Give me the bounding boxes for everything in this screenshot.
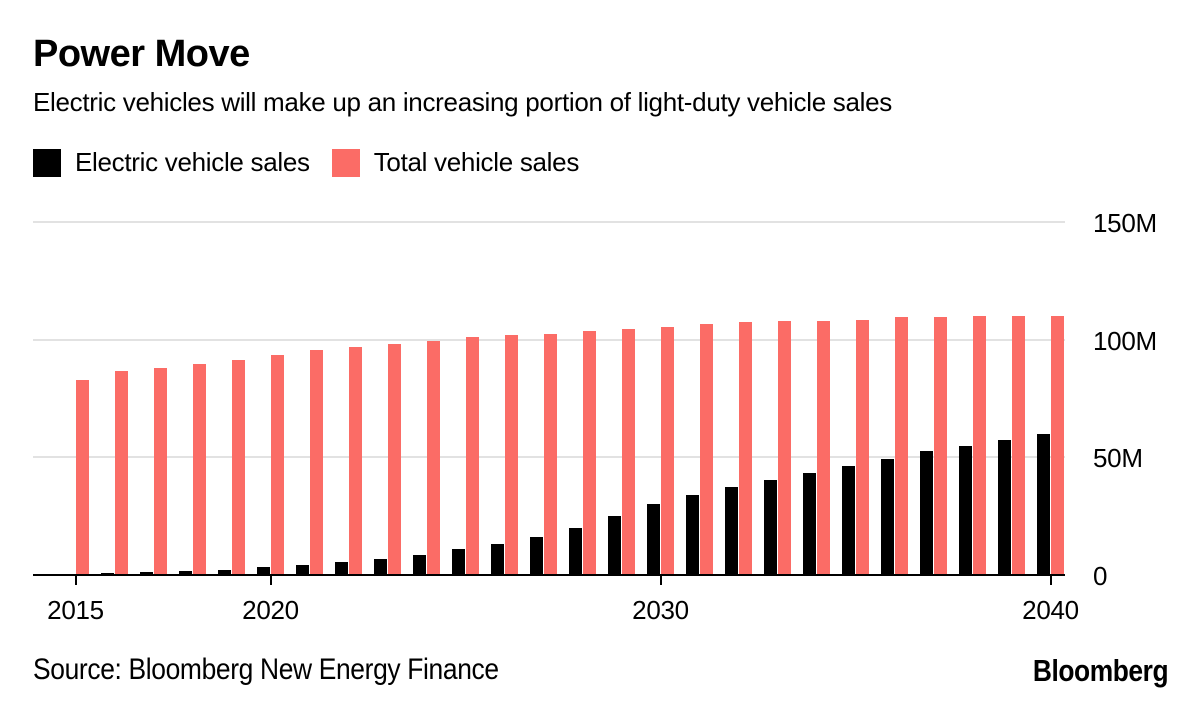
bar-ev-2038: [959, 446, 972, 575]
bar-ev-2024: [413, 555, 426, 575]
bar-total-2019: [232, 360, 245, 575]
x-tick-2040: [1049, 576, 1052, 585]
bloomberg-logo: Bloomberg: [1032, 653, 1169, 688]
bar-ev-2033: [764, 480, 777, 575]
bar-ev-2027: [530, 537, 543, 575]
x-axis-label-2040: 2040: [1022, 595, 1079, 625]
bar-ev-2026: [491, 544, 504, 575]
bar-total-2017: [154, 368, 167, 575]
bar-total-2034: [817, 321, 830, 575]
bar-total-2027: [544, 334, 557, 575]
legend-item-electric: Electric vehicle sales: [33, 147, 310, 178]
bar-ev-2040: [1037, 434, 1050, 575]
page-title: Power Move: [33, 33, 250, 75]
bar-ev-2018: [179, 571, 192, 575]
bar-total-2040: [1051, 316, 1064, 575]
bar-ev-2029: [608, 516, 621, 575]
bar-total-2018: [193, 364, 206, 575]
legend-label-electric: Electric vehicle sales: [75, 147, 310, 177]
bar-total-2033: [778, 321, 791, 575]
bar-total-2028: [583, 331, 596, 575]
bar-ev-2036: [881, 459, 894, 575]
bar-total-2029: [622, 329, 635, 575]
bar-total-2037: [934, 317, 947, 575]
y-axis-label-50M: 50M: [1093, 443, 1143, 474]
bar-ev-2034: [803, 473, 816, 575]
bar-total-2038: [973, 316, 986, 575]
bar-ev-2017: [140, 572, 153, 575]
bar-ev-2037: [920, 451, 933, 575]
bar-total-2024: [427, 341, 440, 575]
gridline-150M: [33, 221, 1065, 223]
legend-item-total: Total vehicle sales: [331, 147, 580, 178]
x-axis-label-2015: 2015: [47, 595, 104, 625]
bar-ev-2030: [647, 504, 660, 575]
bar-ev-2031: [686, 495, 699, 575]
bar-total-2020: [271, 355, 284, 575]
y-axis-label-0: 0: [1093, 561, 1108, 591]
x-tick-2015: [74, 576, 77, 585]
source-note: Source: Bloomberg New Energy Finance: [33, 653, 499, 686]
bar-ev-2028: [569, 528, 582, 575]
y-axis-label-150M: 150M: [1093, 208, 1157, 238]
chart-subtitle: Electric vehicles will make up an increa…: [33, 87, 892, 117]
legend: Electric vehicle sales Total vehicle sal…: [33, 147, 579, 178]
electric-series-swatch: [33, 148, 61, 177]
bar-ev-2025: [452, 549, 465, 575]
bar-total-2015: [76, 380, 89, 575]
bar-total-2025: [466, 337, 479, 575]
bar-total-2030: [661, 327, 674, 575]
bar-total-2035: [856, 320, 869, 575]
x-tick-2020: [269, 576, 272, 585]
bar-ev-2021: [296, 565, 309, 575]
x-axis-line: [33, 574, 1065, 576]
x-tick-2030: [659, 576, 662, 585]
bar-total-2036: [895, 317, 908, 575]
bar-total-2039: [1012, 316, 1025, 575]
total-series-swatch: [331, 148, 360, 177]
bar-total-2023: [388, 344, 401, 575]
bar-total-2026: [505, 335, 518, 575]
bar-ev-2022: [335, 562, 348, 575]
y-axis-label-100M: 100M: [1093, 325, 1157, 356]
legend-label-total: Total vehicle sales: [373, 147, 580, 177]
bar-total-2031: [700, 324, 713, 575]
bar-total-2022: [349, 347, 362, 575]
bar-ev-2039: [998, 440, 1011, 575]
bar-ev-2023: [374, 559, 387, 575]
x-axis-label-2020: 2020: [242, 595, 299, 625]
bar-total-2032: [739, 322, 752, 575]
bar-ev-2035: [842, 466, 855, 575]
bar-ev-2020: [257, 567, 270, 575]
bar-total-2021: [310, 350, 323, 575]
x-axis-label-2030: 2030: [632, 595, 689, 625]
bar-ev-2019: [218, 570, 231, 575]
bar-ev-2032: [725, 487, 738, 575]
bar-total-2016: [115, 371, 128, 575]
